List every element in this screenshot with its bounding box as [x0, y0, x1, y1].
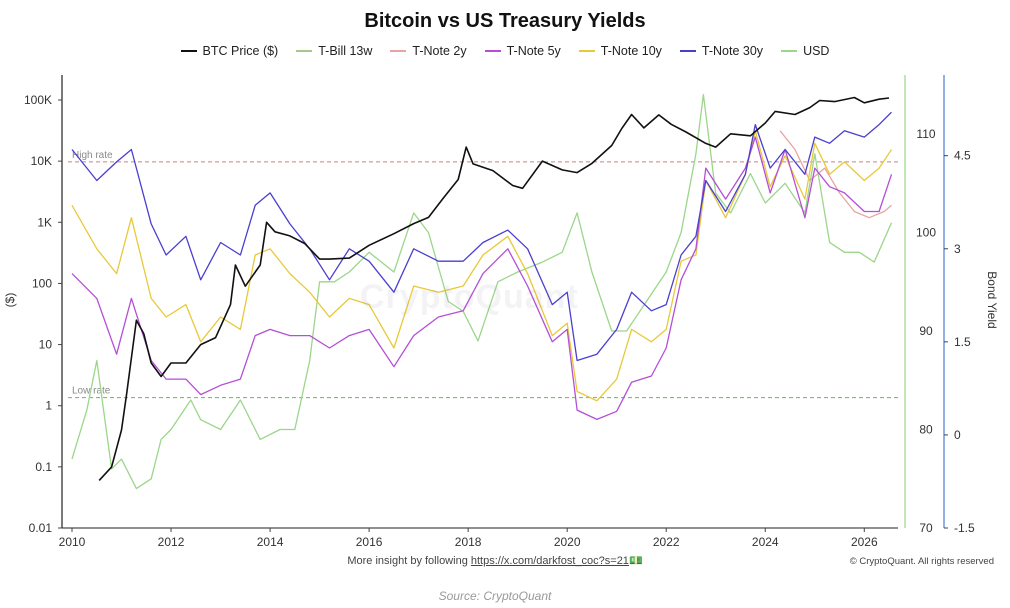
y-left-tick-label: 100K [24, 93, 52, 107]
legend-label: T-Bill 13w [318, 44, 373, 58]
series-line-btc-price [98, 96, 890, 481]
legend-label: T-Note 5y [506, 44, 561, 58]
y-left-tick-label: 10K [31, 154, 52, 168]
legend-item[interactable]: T-Note 2y [390, 44, 467, 58]
y-left-tick-label: 1 [45, 399, 52, 413]
chart-title: Bitcoin vs US Treasury Yields [364, 10, 646, 32]
legend-item[interactable]: T-Note 10y [578, 44, 662, 58]
legend-swatch [484, 50, 501, 52]
x-tick-label: 2022 [653, 535, 680, 549]
x-tick-label: 2010 [59, 535, 86, 549]
source-caption: Source: CryptoQuant [438, 589, 552, 603]
y-left-tick-label: 1K [37, 215, 52, 229]
y-left-tick-label: 0.1 [35, 460, 52, 474]
x-tick-label: 2024 [752, 535, 779, 549]
reference-line-label: High rate [72, 150, 113, 161]
x-tick-label: 2026 [851, 535, 878, 549]
legend-swatch [578, 50, 595, 52]
y-left-axis-title: ($) [3, 293, 17, 308]
footer-note: More insight by following https://x.com/… [0, 554, 990, 567]
x-tick-label: 2012 [158, 535, 185, 549]
y-right-axis-title: Bond Yield [985, 271, 999, 328]
legend-label: T-Note 2y [412, 44, 467, 58]
x-tick-label: 2014 [257, 535, 284, 549]
legend-item[interactable]: T-Note 30y [679, 44, 764, 58]
series-line-t-note-10y [71, 130, 893, 402]
y-mid-tick-label: 110 [916, 127, 935, 141]
y-right-tick-label: 4.5 [954, 149, 971, 163]
reference-line-label: Low rate [72, 386, 111, 397]
x-tick-label: 2018 [455, 535, 482, 549]
legend-label: BTC Price ($) [202, 44, 279, 58]
series-line-usd [71, 94, 893, 490]
legend-swatch [390, 50, 407, 52]
legend-item[interactable]: T-Bill 13w [296, 44, 372, 58]
watermark: CryptoQuant [360, 278, 579, 316]
y-right-tick-label: -1.5 [954, 521, 975, 535]
series-line-t-note-5y [71, 136, 893, 421]
legend-label: T-Note 10y [600, 44, 662, 58]
legend-label: T-Note 30y [701, 44, 764, 58]
y-left-tick-label: 0.01 [29, 521, 53, 535]
x-tick-label: 2016 [356, 535, 383, 549]
y-mid-tick-label: 100 [916, 226, 936, 240]
legend-swatch [296, 50, 313, 52]
legend-swatch [781, 50, 798, 52]
legend-item[interactable]: T-Note 5y [484, 44, 561, 58]
money-emoji-icon: 💵 [628, 555, 643, 567]
footer-link[interactable]: https://x.com/darkfost_coc?s=21 [470, 555, 629, 567]
legend: BTC Price ($) T-Bill 13w T-Note 2y T-Note 5… [0, 44, 1010, 58]
copyright-text: © CryptoQuant. All rights reserved [849, 556, 994, 567]
legend-label: USD [803, 44, 830, 58]
legend-item[interactable]: USD [781, 44, 829, 58]
legend-swatch [679, 50, 696, 52]
x-tick-label: 2020 [554, 535, 581, 549]
y-right-tick-label: 0 [954, 428, 961, 442]
footer-insight-text: More insight by following [347, 555, 468, 567]
series-line-t-note-30y [71, 111, 892, 362]
y-left-tick-label: 10 [39, 338, 53, 352]
y-right-tick-label: 3 [954, 242, 961, 256]
y-left-tick-label: 100 [32, 276, 52, 290]
y-mid-tick-label: 90 [919, 324, 933, 338]
legend-item[interactable]: BTC Price ($) [180, 44, 279, 58]
y-mid-tick-label: 70 [919, 521, 933, 535]
legend-swatch [180, 50, 197, 52]
y-right-tick-label: 1.5 [954, 335, 971, 349]
series-line-t-note-2y [779, 130, 892, 219]
y-mid-tick-label: 80 [919, 423, 933, 437]
